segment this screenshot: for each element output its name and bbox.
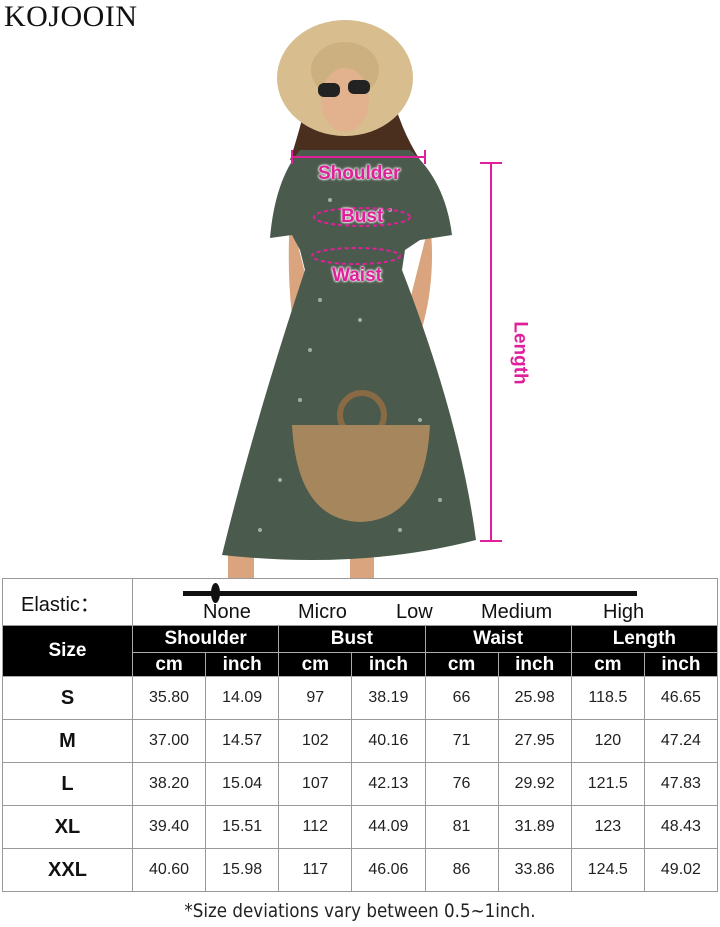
value-cell: 25.98 (497, 676, 572, 720)
value-cell: 39.40 (131, 805, 207, 849)
group-header: Shoulder (131, 625, 280, 653)
value-cell: 47.24 (643, 719, 719, 763)
unit-header: inch (497, 652, 572, 677)
value-cell: 97 (278, 676, 353, 720)
value-cell: 124.5 (570, 848, 645, 892)
value-cell: 48.43 (643, 805, 719, 849)
size-header: Size (2, 625, 133, 677)
value-cell: 49.02 (643, 848, 719, 892)
value-cell: 40.60 (131, 848, 207, 892)
value-cell: 15.98 (205, 848, 280, 892)
size-cell: L (2, 762, 133, 806)
value-cell: 117 (278, 848, 353, 892)
value-cell: 107 (278, 762, 353, 806)
unit-header: cm (424, 652, 499, 677)
table-row: M 37.00 14.57 102 40.16 71 27.95 120 47.24 (2, 719, 719, 763)
value-cell: 42.13 (351, 762, 426, 806)
value-cell: 40.16 (351, 719, 426, 763)
level-high: High (603, 601, 645, 623)
value-cell: 121.5 (570, 762, 645, 806)
table-row: S 35.80 14.09 97 38.19 66 25.98 118.5 46.65 (2, 676, 719, 720)
value-cell: 112 (278, 805, 353, 849)
level-micro: Micro (298, 601, 347, 623)
header-row: Size Shoulder Bust Waist Length (2, 625, 719, 677)
bust-label: Bust (341, 206, 384, 227)
value-cell: 71 (424, 719, 499, 763)
size-cell: M (2, 719, 133, 763)
value-cell: 46.06 (351, 848, 426, 892)
group-header: Length (570, 625, 719, 653)
table-row: L 38.20 15.04 107 42.13 76 29.92 121.5 47.83 (2, 762, 719, 806)
woven-bag (292, 425, 430, 522)
unit-header: cm (570, 652, 645, 677)
value-cell: 38.20 (131, 762, 207, 806)
table-row: XXL 40.60 15.98 117 46.06 86 33.86 124.5 49.02 (2, 848, 719, 892)
unit-header: cm (278, 652, 353, 677)
value-cell: 27.95 (497, 719, 572, 763)
value-cell: 46.65 (643, 676, 719, 720)
value-cell: 14.09 (205, 676, 280, 720)
footnote: *Size deviations vary between 0.5~1inch. (184, 900, 536, 922)
brand-logo: KOJOOIN (4, 0, 138, 33)
elasticity-scale: None Micro Low Medium High (132, 578, 718, 626)
value-cell: 47.83 (643, 762, 719, 806)
value-cell: 29.92 (497, 762, 572, 806)
size-cell: XXL (2, 848, 133, 892)
table-row: XL 39.40 15.51 112 44.09 81 31.89 123 48.43 (2, 805, 719, 849)
level-low: Low (396, 601, 433, 623)
value-cell: 102 (278, 719, 353, 763)
value-cell: 38.19 (351, 676, 426, 720)
value-cell: 76 (424, 762, 499, 806)
waist-label: Waist (332, 265, 382, 286)
level-none: None (203, 601, 251, 623)
length-label: Length (509, 321, 531, 385)
unit-header: inch (205, 652, 280, 677)
face (321, 68, 369, 132)
value-cell: 120 (570, 719, 645, 763)
value-cell: 37.00 (131, 719, 207, 763)
unit-header: cm (131, 652, 207, 677)
model-photo (222, 20, 502, 578)
value-cell: 15.51 (205, 805, 280, 849)
unit-header: inch (643, 652, 719, 677)
value-cell: 118.5 (570, 676, 645, 720)
elastic-label: Elastic： (2, 578, 133, 626)
unit-header: inch (351, 652, 426, 677)
value-cell: 14.57 (205, 719, 280, 763)
value-cell: 123 (570, 805, 645, 849)
value-cell: 66 (424, 676, 499, 720)
group-header: Waist (424, 625, 572, 653)
size-chart-table: Elastic： None Micro Low Medium High Size… (2, 578, 719, 892)
level-medium: Medium (481, 601, 553, 623)
units-row: cm inch cm inch cm inch cm inch (3, 652, 719, 677)
value-cell: 33.86 (497, 848, 572, 892)
value-cell: 35.80 (131, 676, 207, 720)
value-cell: 81 (424, 805, 499, 849)
elasticity-indicator (211, 583, 220, 603)
shoulder-label: Shoulder (318, 163, 401, 184)
sunglasses (318, 83, 340, 97)
size-cell: XL (2, 805, 133, 849)
size-cell: S (2, 676, 133, 720)
value-cell: 31.89 (497, 805, 572, 849)
value-cell: 86 (424, 848, 499, 892)
measure-lines (291, 150, 502, 542)
value-cell: 44.09 (351, 805, 426, 849)
elasticity-bar (183, 591, 637, 596)
value-cell: 15.04 (205, 762, 280, 806)
group-header: Bust (278, 625, 426, 653)
elasticity-row: Elastic： None Micro Low Medium High (2, 578, 718, 626)
